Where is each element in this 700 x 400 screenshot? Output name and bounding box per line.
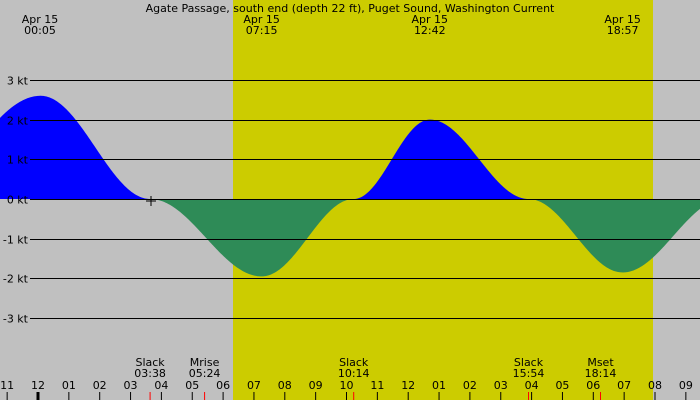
event-labels: Slack03:38Mrise05:24Slack10:14Slack15:54… [134,356,616,400]
x-axis-hours: 11 12 01 02 03 04 05 06 07 08 09 10 11 12 01 02 03 04 05 06… [0,379,693,400]
svg-text:Apr 15: Apr 15 [243,13,280,26]
svg-text:09: 09 [309,379,323,392]
x-tick: 02 [93,379,107,400]
svg-text:11: 11 [370,379,384,392]
svg-text:18:57: 18:57 [607,24,639,37]
svg-text:07: 07 [247,379,261,392]
grid-lines [30,80,700,319]
svg-text:15:54: 15:54 [513,367,545,380]
x-tick: 08 [648,379,662,400]
y-tick-label: 1 kt [7,154,29,167]
svg-text:01: 01 [432,379,446,392]
svg-text:Apr 15: Apr 15 [22,13,59,26]
x-tick: 03 [124,379,138,400]
svg-text:12: 12 [31,379,45,392]
chart-title: Agate Passage, south end (depth 22 ft), … [146,2,555,15]
svg-text:Mset: Mset [587,356,614,369]
svg-text:12:42: 12:42 [414,24,446,37]
svg-text:08: 08 [278,379,292,392]
svg-text:03: 03 [124,379,138,392]
y-tick-label: -1 kt [3,234,29,247]
svg-text:07:15: 07:15 [246,24,278,37]
ebb-area [0,199,700,277]
svg-text:Slack: Slack [514,356,544,369]
x-tick: 09 [679,379,693,400]
y-tick-label: 0 kt [7,194,29,207]
x-tick: 12 [401,379,415,400]
x-tick: 09 [309,379,323,400]
svg-text:07: 07 [617,379,631,392]
svg-text:11: 11 [0,379,14,392]
svg-text:05:24: 05:24 [189,367,221,380]
svg-text:10: 10 [340,379,354,392]
y-tick-label: 2 kt [7,115,29,128]
current-areas [0,95,700,277]
x-tick: 11 [370,379,384,400]
flood-area [0,95,700,199]
y-tick-label: 3 kt [7,75,29,88]
svg-text:Apr 15: Apr 15 [412,13,449,26]
slack-crosshair-icon [146,196,156,206]
svg-text:00:05: 00:05 [24,24,56,37]
x-tick: 11 [0,379,14,400]
y-axis-labels: 3 kt 2 kt 1 kt 0 kt -1 kt -2 kt -3 kt [3,75,29,326]
svg-text:02: 02 [93,379,107,392]
x-tick: 03 [494,379,508,400]
svg-text:08: 08 [648,379,662,392]
x-tick: 10 [340,379,354,400]
x-tick: 01 [432,379,446,400]
svg-text:Slack: Slack [135,356,165,369]
svg-text:09: 09 [679,379,693,392]
x-tick: 04 [525,379,539,400]
svg-text:05: 05 [555,379,569,392]
x-tick: 08 [278,379,292,400]
x-tick: 05 [555,379,569,400]
y-tick-label: -3 kt [3,313,29,326]
y-tick-label: -2 kt [3,273,29,286]
svg-text:01: 01 [62,379,76,392]
svg-text:18:14: 18:14 [585,367,617,380]
svg-text:06: 06 [586,379,600,392]
svg-text:02: 02 [463,379,477,392]
x-tick: 04 [154,379,168,400]
svg-text:10:14: 10:14 [338,367,370,380]
x-tick: 06 [216,379,230,400]
svg-text:Slack: Slack [339,356,369,369]
x-tick: 07 [247,379,261,400]
svg-text:03:38: 03:38 [134,367,166,380]
x-tick: 07 [617,379,631,400]
svg-text:Mrise: Mrise [190,356,220,369]
svg-text:04: 04 [154,379,168,392]
svg-text:04: 04 [525,379,539,392]
svg-text:06: 06 [216,379,230,392]
x-tick: 02 [463,379,477,400]
x-tick: 01 [62,379,76,400]
x-tick: 12 [31,379,45,400]
x-tick: 05 [185,379,199,400]
svg-text:12: 12 [401,379,415,392]
x-tick: 06 [586,379,600,400]
svg-text:03: 03 [494,379,508,392]
svg-text:05: 05 [185,379,199,392]
svg-text:Apr 15: Apr 15 [604,13,641,26]
